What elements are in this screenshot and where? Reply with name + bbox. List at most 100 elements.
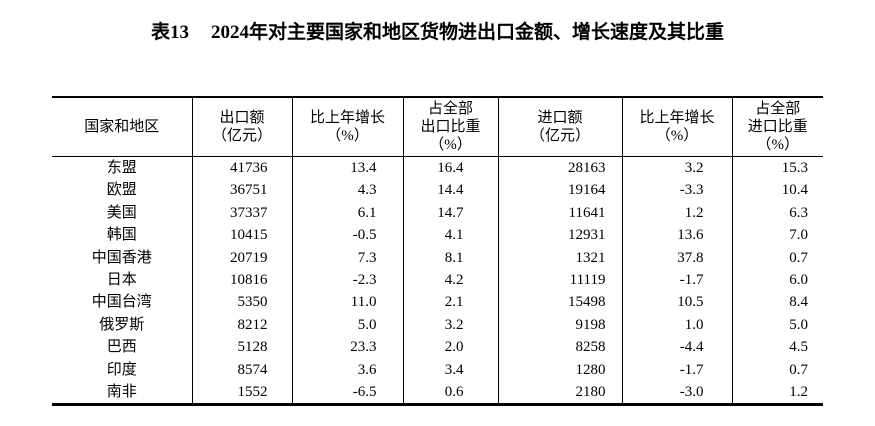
value-cell-export-growth: 6.1	[291, 201, 403, 225]
col-header-line: 占全部	[755, 101, 801, 117]
col-header-line: 占全部	[427, 101, 473, 117]
value-cell-export-value: 37337	[191, 201, 292, 225]
value-cell-export-growth: 23.3	[291, 336, 403, 359]
value-cell-import-growth: -3.3	[621, 179, 732, 202]
value-cell-import-share: 15.3	[731, 156, 823, 180]
value-cell-import-share: 7.0	[731, 224, 823, 247]
value-cell-import-value: 2180	[497, 381, 622, 405]
col-header-export-value: 出口额 （亿元）	[191, 97, 292, 157]
value-cell-import-value: 1321	[497, 246, 622, 270]
table-header: 国家和地区 出口额 （亿元） 比上年增长 （%） 占全部出口比重 （%） 进口额 （亿元） 比上年…	[52, 97, 823, 157]
col-header-line: （%）	[655, 128, 699, 144]
value-cell-import-growth: 10.5	[621, 291, 732, 314]
value-cell-export-growth: 3.6	[291, 358, 403, 382]
col-header-line: 进口额	[537, 110, 583, 126]
col-header-import-share: 占全部进口比重 （%）	[731, 97, 823, 157]
col-header-export-growth: 比上年增长 （%）	[291, 97, 403, 157]
table-row: 巴西 5128 23.3 2.0 8258 -4.4 4.5	[52, 336, 823, 359]
value-cell-export-value: 5350	[191, 291, 292, 314]
value-cell-export-share: 4.2	[402, 269, 498, 292]
col-header-line: 进口比重	[747, 119, 808, 135]
col-header-region: 国家和地区	[52, 97, 192, 157]
value-cell-import-growth: 13.6	[621, 224, 732, 247]
table-row: 印度 8574 3.6 3.4 1280 -1.7 0.7	[52, 358, 823, 382]
value-cell-export-share: 16.4	[402, 156, 498, 180]
value-cell-export-growth: 11.0	[291, 291, 403, 314]
value-cell-import-share: 4.5	[731, 336, 823, 359]
value-cell-export-share: 3.4	[402, 358, 498, 382]
col-header-line: （亿元）	[529, 128, 590, 144]
trade-stats-table: 国家和地区 出口额 （亿元） 比上年增长 （%） 占全部出口比重 （%） 进口额 （亿元） 比上年…	[52, 96, 823, 407]
col-header-line: （%）	[326, 128, 369, 144]
value-cell-export-share: 2.1	[402, 291, 498, 314]
value-cell-export-share: 8.1	[402, 246, 498, 270]
value-cell-export-value: 10415	[191, 224, 292, 247]
value-cell-import-growth: -1.7	[621, 269, 732, 292]
table-row: 中国台湾 5350 11.0 2.1 15498 10.5 8.4	[52, 291, 823, 314]
table-body: 东盟 41736 13.4 16.4 28163 3.2 15.3 欧盟 36751 4.3 14.…	[52, 156, 823, 405]
region-cell: 南非	[106, 384, 137, 401]
value-cell-import-value: 12931	[497, 224, 622, 247]
value-cell-import-share: 10.4	[731, 179, 823, 202]
value-cell-import-share: 0.7	[731, 246, 823, 270]
value-cell-export-growth: -0.5	[291, 224, 403, 247]
col-header-import-value: 进口额 （亿元）	[497, 97, 622, 157]
table-row: 俄罗斯 8212 5.0 3.2 9198 1.0 5.0	[52, 313, 823, 337]
region-cell: 俄罗斯	[99, 316, 145, 333]
region-cell: 印度	[106, 361, 137, 378]
value-cell-import-share: 5.0	[731, 313, 823, 337]
value-cell-export-value: 41736	[191, 156, 292, 180]
value-cell-import-growth: 3.2	[621, 156, 732, 180]
value-cell-export-growth: -2.3	[291, 269, 403, 292]
col-header-import-growth: 比上年增长 （%）	[621, 97, 732, 157]
header-row: 国家和地区 出口额 （亿元） 比上年增长 （%） 占全部出口比重 （%） 进口额 （亿元） 比上年…	[52, 97, 823, 157]
value-cell-export-value: 10816	[191, 269, 292, 292]
value-cell-export-value: 20719	[191, 246, 292, 270]
value-cell-export-share: 3.2	[402, 313, 498, 337]
value-cell-export-value: 1552	[191, 381, 292, 405]
table-row: 南非 1552 -6.5 0.6 2180 -3.0 1.2	[52, 381, 823, 405]
value-cell-import-share: 6.0	[731, 269, 823, 292]
value-cell-export-share: 4.1	[402, 224, 498, 247]
value-cell-import-value: 11119	[497, 269, 622, 292]
value-cell-export-growth: 5.0	[291, 313, 403, 337]
col-header-line: （%）	[756, 137, 800, 153]
value-cell-import-growth: -1.7	[621, 358, 732, 382]
value-cell-export-value: 8574	[191, 358, 292, 382]
value-cell-export-share: 2.0	[402, 336, 498, 359]
value-cell-import-growth: 1.2	[621, 201, 732, 225]
value-cell-import-value: 11641	[497, 201, 622, 225]
value-cell-import-share: 1.2	[731, 381, 823, 405]
table-row: 日本 10816 -2.3 4.2 11119 -1.7 6.0	[52, 269, 823, 292]
value-cell-export-value: 36751	[191, 179, 292, 202]
value-cell-export-growth: -6.5	[291, 381, 403, 405]
table-title: 表13 2024年对主要国家和地区货物进出口金额、增长速度及其比重	[0, 20, 875, 46]
value-cell-export-growth: 13.4	[291, 156, 403, 180]
value-cell-import-growth: 37.8	[621, 246, 732, 270]
value-cell-import-value: 19164	[497, 179, 622, 202]
value-cell-import-value: 8258	[497, 336, 622, 359]
value-cell-import-value: 28163	[497, 156, 622, 180]
region-cell: 东盟	[106, 160, 137, 176]
value-cell-export-growth: 7.3	[291, 246, 403, 270]
value-cell-import-share: 0.7	[731, 358, 823, 382]
table-row: 韩国 10415 -0.5 4.1 12931 13.6 7.0	[52, 224, 823, 247]
col-header-line: 比上年增长	[309, 110, 385, 126]
col-header-line: 比上年增长	[639, 110, 715, 126]
value-cell-import-growth: -4.4	[621, 336, 732, 359]
region-cell: 巴西	[106, 339, 137, 356]
value-cell-import-share: 6.3	[731, 201, 823, 225]
value-cell-import-growth: -3.0	[621, 381, 732, 405]
value-cell-import-share: 8.4	[731, 291, 823, 314]
col-header-line: 出口比重	[420, 119, 481, 135]
region-cell: 中国台湾	[91, 294, 152, 311]
region-cell: 中国香港	[91, 249, 152, 266]
region-cell: 日本	[106, 272, 137, 289]
col-header-line: （亿元）	[211, 128, 272, 144]
table-number: 表13	[150, 22, 189, 43]
region-cell: 韩国	[106, 227, 137, 244]
value-cell-export-value: 8212	[191, 313, 292, 337]
col-header-line: 国家和地区	[84, 119, 160, 135]
value-cell-export-share: 14.7	[402, 201, 498, 225]
